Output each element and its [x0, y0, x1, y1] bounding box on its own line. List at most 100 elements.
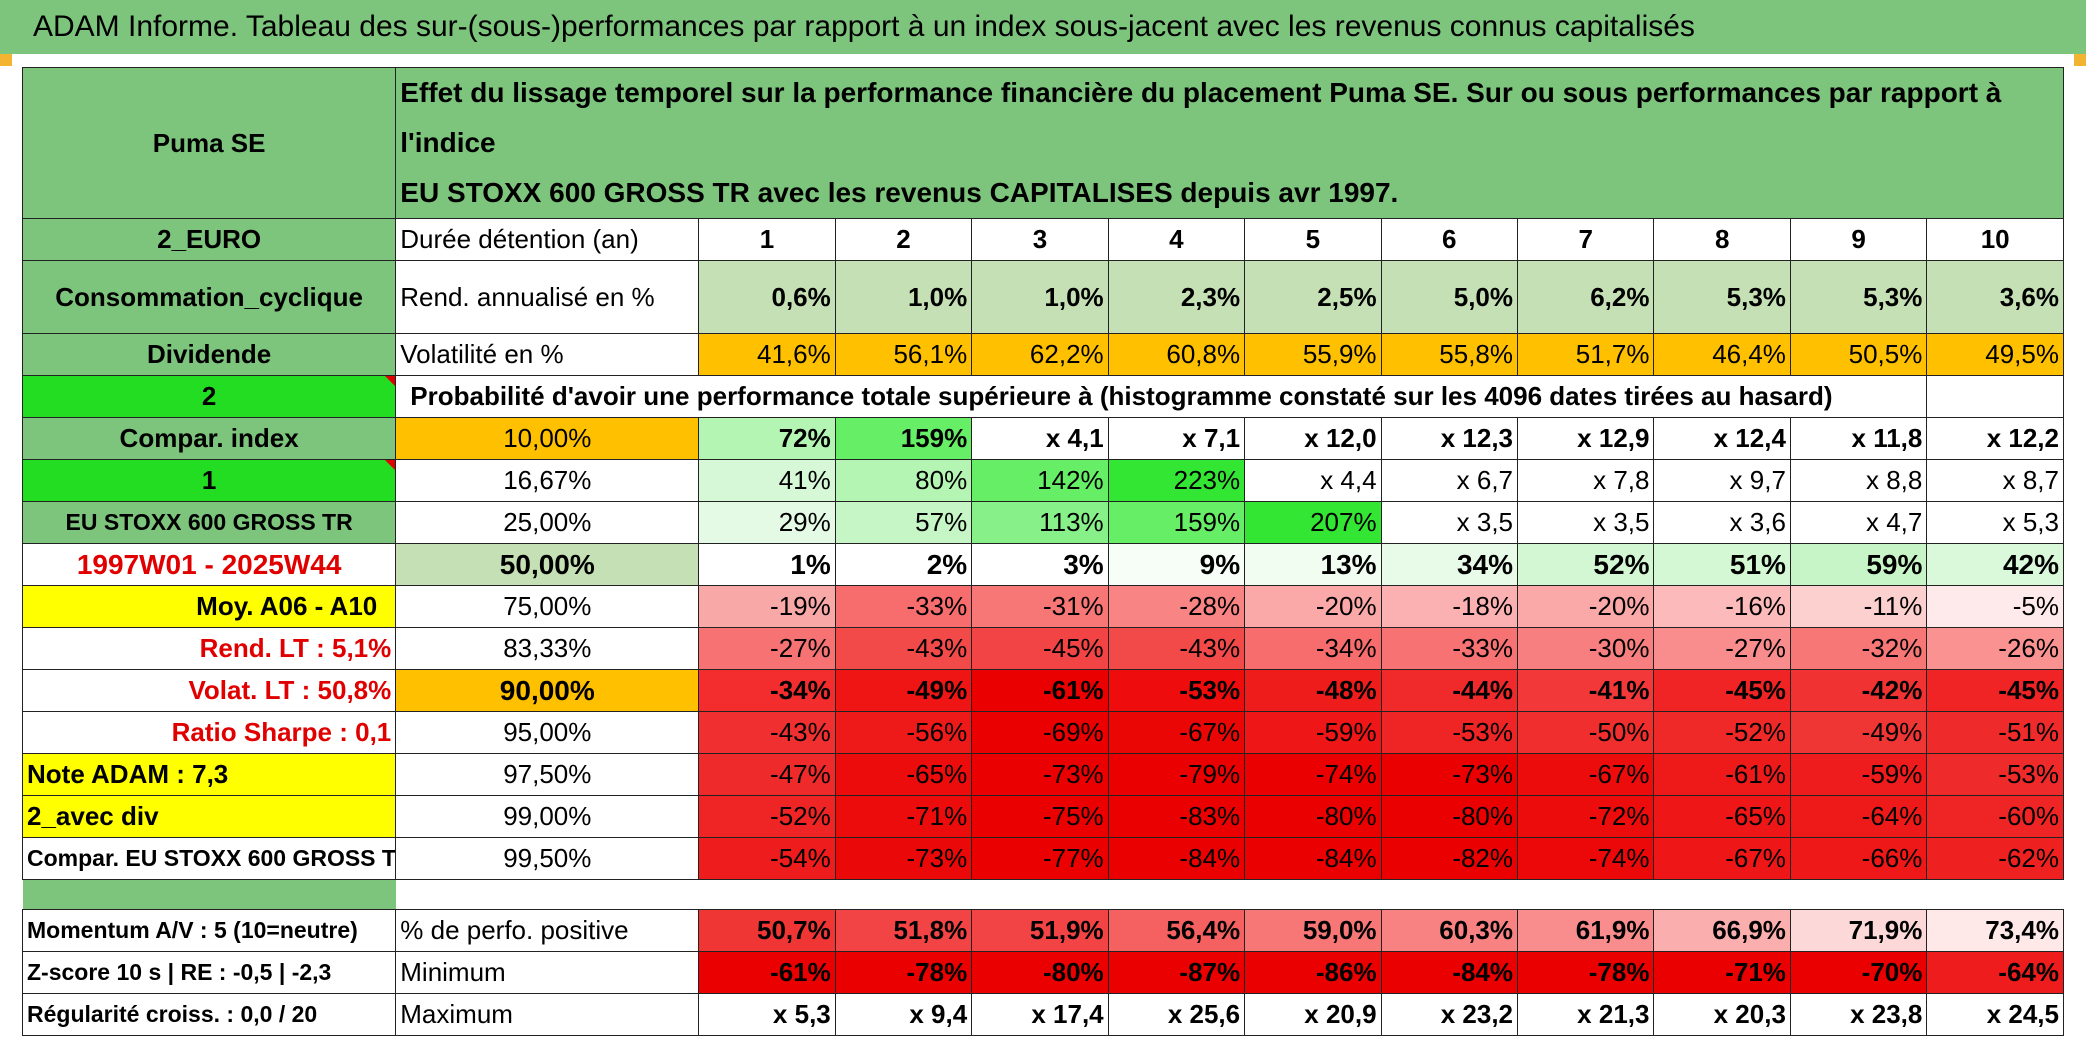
year-header-5: 5 [1244, 218, 1382, 261]
quantile-label-5: 75,00% [395, 585, 700, 628]
quantile-8-year-10: -51% [1926, 711, 2064, 754]
quantile-3-year-10: x 5,3 [1926, 501, 2064, 544]
quantile-4-year-10: 42% [1926, 543, 2064, 586]
quantile-1-year-10: x 12,2 [1926, 417, 2064, 460]
quantile-5-year-1: -19% [698, 585, 836, 628]
vol-cell-10: 49,5% [1926, 333, 2064, 376]
vol-cell-1: 41,6% [698, 333, 836, 376]
quantile-2-year-8: x 9,7 [1653, 459, 1791, 502]
year-header-10: 10 [1926, 218, 2064, 261]
quantile-label-7: 90,00% [395, 669, 700, 712]
quantile-2-year-5: x 4,4 [1244, 459, 1382, 502]
rend-cell-6: 5,0% [1380, 260, 1519, 334]
maximum-cell-1: x 5,3 [698, 993, 836, 1036]
quantile-9-year-1: -47% [698, 753, 836, 796]
quantile-11-year-4: -84% [1107, 837, 1246, 880]
minimum-cell-1: -61% [698, 951, 836, 994]
quantile-label-9: 97,50% [395, 753, 700, 796]
minimum-cell-10: -64% [1926, 951, 2064, 994]
quantile-9-year-3: -73% [971, 753, 1109, 796]
quantile-5-year-3: -31% [971, 585, 1109, 628]
positive-cell-7: 61,9% [1517, 909, 1655, 952]
quantile-7-year-5: -48% [1244, 669, 1382, 712]
quantile-10-year-9: -64% [1789, 795, 1928, 838]
quantile-7-year-4: -53% [1107, 669, 1246, 712]
quantile-3-year-9: x 4,7 [1789, 501, 1928, 544]
quantile-9-year-8: -61% [1653, 753, 1791, 796]
quantile-1-year-8: x 12,4 [1653, 417, 1791, 460]
positive-cell-3: 51,9% [971, 909, 1109, 952]
rend-cell-3: 1,0% [971, 260, 1109, 334]
quantile-label-10: 99,00% [395, 795, 700, 838]
minimum-cell-7: -78% [1517, 951, 1655, 994]
minimum-cell-5: -86% [1244, 951, 1382, 994]
quantile-2-year-6: x 6,7 [1380, 459, 1519, 502]
quantile-label-11: 99,50% [395, 837, 700, 880]
minimum-cell-6: -84% [1380, 951, 1519, 994]
quantile-3-year-8: x 3,6 [1653, 501, 1791, 544]
quantile-5-year-2: -33% [834, 585, 973, 628]
quantile-9-year-4: -79% [1107, 753, 1246, 796]
quantile-1-year-6: x 12,3 [1380, 417, 1519, 460]
dividend-label: Dividende [21, 333, 397, 376]
quantile-9-year-10: -53% [1926, 753, 2064, 796]
year-header-6: 6 [1380, 218, 1519, 261]
quantile-2-year-3: 142% [971, 459, 1109, 502]
minimum-cell-3: -80% [971, 951, 1109, 994]
zscore-label: Z-score 10 s | RE : -0,5 | -2,3 [21, 951, 397, 994]
rend-label: Rend. annualisé en % [395, 260, 700, 334]
maximum-cell-4: x 25,6 [1107, 993, 1246, 1036]
maximum-cell-10: x 24,5 [1926, 993, 2064, 1036]
quantile-label-3: 25,00% [395, 501, 700, 544]
minimum-cell-9: -70% [1789, 951, 1928, 994]
quantile-5-year-9: -11% [1789, 585, 1928, 628]
corner-marker-left [0, 54, 12, 66]
year-header-9: 9 [1789, 218, 1928, 261]
quantile-2-year-7: x 7,8 [1517, 459, 1655, 502]
table-header: Effet du lissage temporel sur la perform… [395, 67, 2064, 219]
rend-cell-2: 1,0% [834, 260, 973, 334]
quantile-1-year-9: x 11,8 [1789, 417, 1928, 460]
positive-cell-2: 51,8% [834, 909, 973, 952]
quantile-8-year-9: -49% [1789, 711, 1928, 754]
quantile-6-year-6: -33% [1380, 627, 1519, 670]
duree-label: Durée détention (an) [395, 218, 700, 261]
quantile-4-year-8: 51% [1653, 543, 1791, 586]
vol-cell-9: 50,5% [1789, 333, 1928, 376]
positive-cell-1: 50,7% [698, 909, 836, 952]
year-header-3: 3 [971, 218, 1109, 261]
quantile-10-year-1: -52% [698, 795, 836, 838]
rend-cell-7: 6,2% [1517, 260, 1655, 334]
quantile-10-year-7: -72% [1517, 795, 1655, 838]
quantile-8-year-6: -53% [1380, 711, 1519, 754]
quantile-4-year-9: 59% [1789, 543, 1928, 586]
quantile-label-4: 50,00% [395, 543, 700, 586]
quantile-10-year-2: -71% [834, 795, 973, 838]
quantile-5-year-10: -5% [1926, 585, 2064, 628]
vol-cell-3: 62,2% [971, 333, 1109, 376]
vol-cell-6: 55,8% [1380, 333, 1519, 376]
quantile-11-year-9: -66% [1789, 837, 1928, 880]
quantile-9-year-7: -67% [1517, 753, 1655, 796]
momentum-label: Momentum A/V : 5 (10=neutre) [21, 909, 397, 952]
rend-cell-1: 0,6% [698, 260, 836, 334]
quantile-6-year-4: -43% [1107, 627, 1246, 670]
quantile-11-year-7: -74% [1517, 837, 1655, 880]
quantile-11-year-5: -84% [1244, 837, 1382, 880]
quantile-10-year-8: -65% [1653, 795, 1791, 838]
quantile-7-year-9: -42% [1789, 669, 1928, 712]
quantile-5-year-4: -28% [1107, 585, 1246, 628]
sharpe-label: Ratio Sharpe : 0,1 [21, 711, 397, 754]
maximum-cell-8: x 20,3 [1653, 993, 1791, 1036]
quantile-8-year-7: -50% [1517, 711, 1655, 754]
quantile-7-year-7: -41% [1517, 669, 1655, 712]
quantile-11-year-2: -73% [834, 837, 973, 880]
asset-name: Puma SE [21, 67, 397, 219]
quantile-4-year-2: 2% [834, 543, 973, 586]
quantile-10-year-4: -83% [1107, 795, 1246, 838]
rend-lt-label: Rend. LT : 5,1% [21, 627, 397, 670]
quantile-4-year-3: 3% [971, 543, 1109, 586]
quantile-4-year-5: 13% [1244, 543, 1382, 586]
quantile-1-year-1: 72% [698, 417, 836, 460]
positive-cell-8: 66,9% [1653, 909, 1791, 952]
